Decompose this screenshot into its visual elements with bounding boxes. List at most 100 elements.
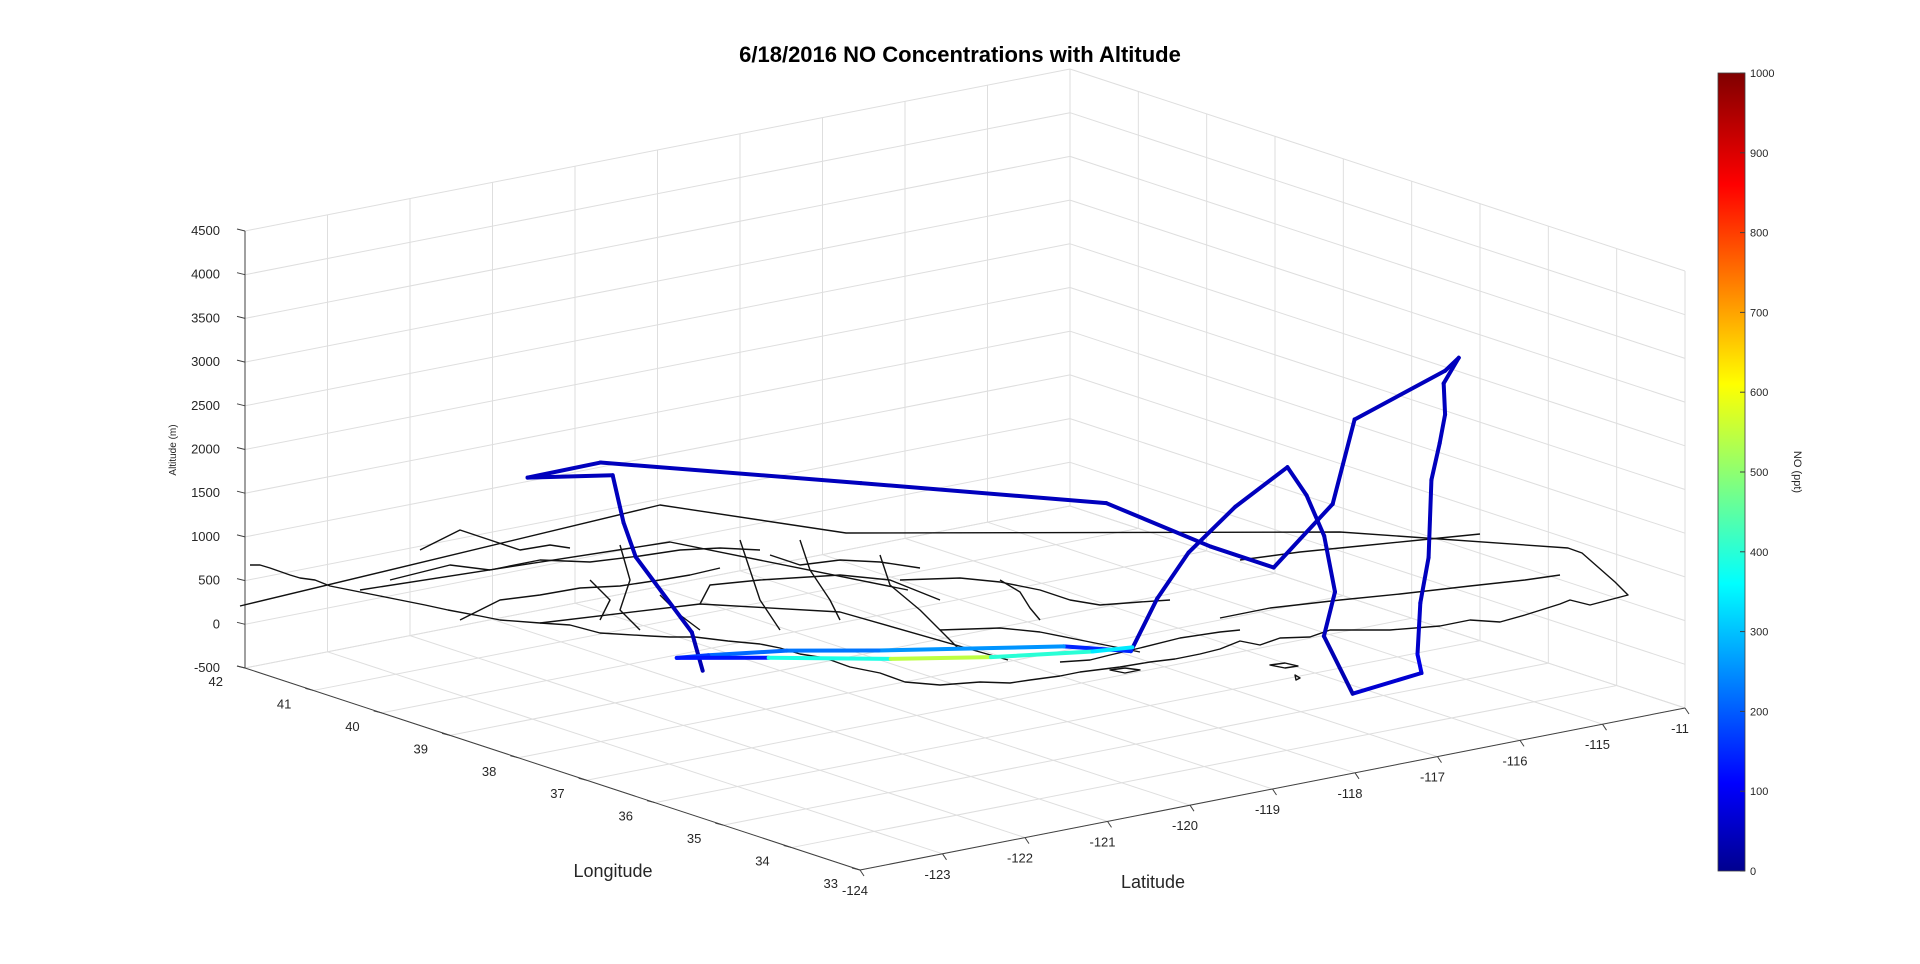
grid-line: [449, 572, 1276, 736]
z-tick-label: 2500: [191, 398, 220, 413]
track-segment: [706, 648, 789, 658]
grid-line: [586, 617, 1412, 781]
track-segment: [1418, 555, 1431, 605]
map-border-7: [619, 544, 641, 631]
y-tick: [373, 710, 382, 714]
grid-line: [1069, 505, 1686, 709]
x-tick-label: -121: [1089, 834, 1115, 849]
colorbar-tick-label: 600: [1750, 387, 1768, 399]
x-tick-label: -117: [1420, 770, 1445, 785]
map-border-18: [1059, 629, 1241, 663]
grid-line: [1069, 243, 1686, 447]
map-border-4: [389, 547, 761, 581]
y-tick-label: 39: [414, 741, 428, 756]
z-tick-label: 4500: [191, 223, 220, 238]
track-segment: [1352, 368, 1448, 422]
y-tick: [851, 867, 861, 871]
map-border-16: [1219, 574, 1561, 619]
map-border-19: [999, 579, 1041, 621]
z-tick: [236, 315, 246, 319]
map-border-10: [879, 554, 961, 651]
y-axis-label: Longitude: [573, 861, 652, 881]
colorbar-tick-label: 1000: [1750, 68, 1774, 80]
y-tick-label: 40: [345, 719, 359, 734]
grid-line: [657, 586, 1273, 790]
track-segment: [1233, 465, 1290, 509]
x-tick: [1354, 772, 1360, 780]
grid-line: [1069, 418, 1686, 622]
z-tick-label: -500: [194, 660, 220, 675]
grid-line: [791, 685, 1617, 849]
map-island-1: [1109, 667, 1141, 674]
z-axis-label: Altitude (m): [168, 424, 179, 475]
grid-line: [244, 374, 1071, 538]
track-segment: [1415, 600, 1423, 657]
z-tick: [236, 447, 246, 450]
colorbar-tick-label: 100: [1750, 786, 1768, 798]
grid-line: [1069, 112, 1686, 316]
z-tick: [236, 403, 246, 407]
track-segment: [1330, 417, 1357, 506]
x-tick-label: -11: [1671, 721, 1689, 736]
track-segment: [1350, 671, 1424, 696]
map-border-3: [699, 574, 941, 605]
track-segment: [1321, 634, 1355, 696]
z-tick-label: 1500: [191, 485, 220, 500]
grid-line: [244, 243, 1071, 407]
grid-line: [654, 640, 1481, 804]
grid-line: [244, 418, 1071, 582]
x-tick: [942, 853, 947, 861]
z-tick: [236, 228, 246, 232]
colorbar-tick-label: 900: [1750, 148, 1768, 160]
grid-line: [822, 554, 1438, 758]
grid-line: [327, 651, 943, 855]
colorbar-label: NO (ppt): [1791, 451, 1803, 493]
z-tick-label: 2000: [191, 442, 220, 457]
y-tick-label: 42: [209, 674, 223, 689]
grid-line: [1069, 287, 1686, 490]
x-tick: [1602, 723, 1607, 731]
y-tick: [305, 687, 314, 691]
grid-line: [1069, 155, 1686, 359]
chart-title: 6/18/2016 NO Concentrations with Altitud…: [739, 42, 1181, 67]
grid-line: [518, 595, 1344, 759]
colorbar-tick-label: 200: [1750, 706, 1768, 718]
x-axis-label: Latitude: [1121, 872, 1185, 892]
grid-line: [723, 662, 1549, 826]
x-tick: [1189, 804, 1195, 812]
z-tick-label: 3000: [191, 354, 220, 369]
z-tick: [236, 272, 246, 276]
y-tick-label: 37: [550, 786, 564, 801]
track-segment: [633, 555, 694, 635]
z-tick-label: 4000: [191, 267, 220, 282]
map-border-17: [1239, 533, 1481, 561]
track-segment: [1322, 533, 1337, 594]
z-tick-label: 0: [213, 616, 220, 631]
y-tick-label: 35: [687, 831, 701, 846]
track-segment: [621, 520, 638, 559]
map-border-14: [899, 577, 1171, 606]
grid-line: [244, 68, 1071, 232]
y-tick-label: 41: [277, 696, 291, 711]
z-tick: [236, 665, 246, 669]
z-tick-label: 500: [198, 573, 220, 588]
grid-line: [904, 537, 1521, 741]
y-tick-label: 33: [824, 876, 838, 891]
grid-line: [574, 602, 1191, 806]
grid-line: [244, 112, 1071, 276]
track-segment: [1437, 412, 1448, 446]
track-segment: [766, 655, 893, 661]
track-segment: [1429, 441, 1442, 482]
track-segment: [858, 481, 1109, 506]
y-tick: [510, 755, 519, 759]
colorbar-tick-label: 800: [1750, 228, 1768, 240]
x-tick-label: -119: [1255, 802, 1280, 817]
grid-line: [381, 550, 1207, 714]
y-tick: [783, 845, 792, 849]
axis-tick-labels: -124-123-122-121-120-119-118-117-116-115…: [191, 223, 1690, 898]
track-segment: [1155, 550, 1191, 601]
grid-line: [1069, 330, 1686, 534]
